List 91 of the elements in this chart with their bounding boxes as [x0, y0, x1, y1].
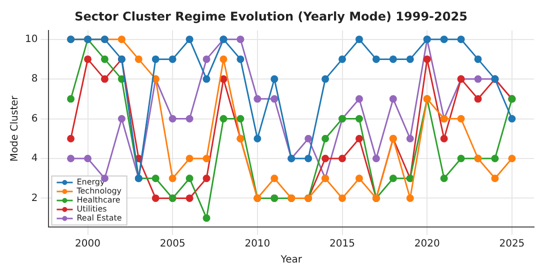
point [220, 75, 228, 83]
point [304, 154, 312, 162]
y-tick-label: 8 [31, 74, 38, 85]
point [118, 36, 126, 44]
legend-label: Utilities [76, 204, 107, 214]
point [202, 55, 210, 63]
legend-label: Healthcare [76, 196, 120, 205]
point [84, 55, 92, 63]
point [168, 115, 176, 123]
point [440, 174, 448, 182]
point [67, 134, 75, 142]
point [440, 134, 448, 142]
point [457, 154, 465, 162]
y-tick-label: 4 [31, 153, 38, 164]
point [322, 75, 330, 83]
y-tick-label: 2 [31, 192, 38, 204]
legend-label: Technology [76, 186, 122, 196]
point [457, 36, 465, 44]
point [254, 134, 262, 142]
point [406, 55, 414, 63]
point [389, 95, 397, 103]
point [100, 75, 108, 83]
point [270, 75, 278, 83]
point [186, 154, 194, 162]
point [152, 174, 160, 182]
point [338, 55, 346, 63]
point [220, 115, 228, 123]
point [152, 55, 160, 63]
point [406, 194, 414, 202]
point [491, 174, 499, 182]
point [118, 115, 126, 123]
point [474, 75, 482, 83]
x-tick-label: 2015 [330, 238, 355, 250]
point [355, 134, 363, 142]
point [440, 36, 448, 44]
y-tick-label: 6 [31, 113, 38, 124]
x-tick-label: 2020 [414, 238, 440, 250]
point [355, 115, 363, 123]
point [186, 115, 194, 123]
x-tick-label: 2010 [244, 238, 270, 250]
point [338, 194, 346, 202]
point [67, 154, 75, 162]
point [372, 154, 380, 162]
point [355, 36, 363, 44]
point [457, 115, 465, 123]
point [186, 194, 194, 202]
point [168, 174, 176, 182]
point [168, 55, 176, 63]
point [202, 154, 210, 162]
point [236, 55, 244, 63]
point [202, 75, 210, 83]
point [338, 154, 346, 162]
point [304, 134, 312, 142]
y-tick-label: 10 [24, 34, 38, 45]
point [372, 55, 380, 63]
x-tick-label: 2005 [160, 238, 186, 250]
legend-label: Real Estate [76, 214, 122, 223]
point [491, 154, 499, 162]
point [236, 36, 244, 44]
point [389, 174, 397, 182]
x-axis-title: Year [280, 254, 303, 266]
point [389, 55, 397, 63]
point [322, 134, 330, 142]
point [423, 55, 431, 63]
point [186, 174, 194, 182]
point [322, 154, 330, 162]
point [220, 55, 228, 63]
point [236, 115, 244, 123]
point [254, 95, 262, 103]
point [508, 115, 516, 123]
point [270, 174, 278, 182]
point [152, 194, 160, 202]
point [100, 55, 108, 63]
point [355, 95, 363, 103]
point [270, 95, 278, 103]
point [355, 174, 363, 182]
point [406, 134, 414, 142]
point [202, 174, 210, 182]
x-tick-label: 2025 [499, 238, 525, 250]
point [84, 154, 92, 162]
legend-label: Energy [76, 178, 105, 187]
point [202, 214, 210, 222]
point [67, 95, 75, 103]
x-tick-label: 2000 [75, 238, 100, 250]
point [508, 154, 516, 162]
point [474, 95, 482, 103]
y-axis-title: Mode Cluster [10, 94, 21, 162]
point [186, 36, 194, 44]
chart-title: Sector Cluster Regime Evolution (Yearly Mode) 1999-2025 [74, 9, 468, 24]
point [474, 55, 482, 63]
point [134, 55, 142, 63]
